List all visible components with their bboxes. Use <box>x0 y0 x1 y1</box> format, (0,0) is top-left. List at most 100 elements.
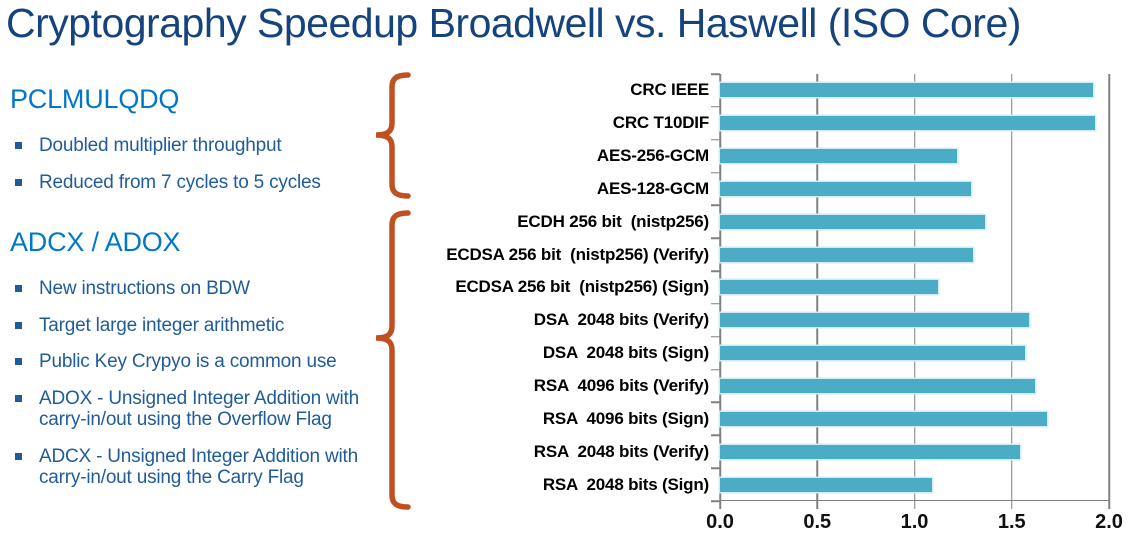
slide-title: Cryptography Speedup Broadwell vs. Haswe… <box>6 0 1021 46</box>
category-label: AES-128-GCM <box>596 178 709 198</box>
bar-track <box>720 107 1109 140</box>
y-axis-tick <box>711 73 720 75</box>
y-axis-tick <box>711 270 720 272</box>
bar-track <box>720 337 1109 370</box>
chart-row: ECDH 256 bit (nistp256) <box>390 205 1109 238</box>
bullet-text: Public Key Crypyo is a common use <box>39 351 337 372</box>
bullet-text: New instructions on BDW <box>39 278 250 299</box>
y-axis-tick <box>711 500 720 502</box>
bullet-text: ADOX - Unsigned Integer Addition with ca… <box>39 387 359 431</box>
bar-track <box>720 271 1109 304</box>
gridline <box>1011 74 1013 501</box>
bullet-list-adcx-adox: New instructions on BDW Target large inte… <box>10 278 372 489</box>
category-label: ECDH 256 bit (nistp256) <box>517 211 709 231</box>
speedup-bar <box>720 149 958 164</box>
category-label: DSA 2048 bits (Sign) <box>542 343 709 363</box>
x-tick-label: 1.0 <box>900 511 929 533</box>
chart-row: AES-128-GCM <box>390 173 1109 206</box>
bar-track <box>720 468 1109 501</box>
category-label: RSA 2048 bits (Verify) <box>533 441 709 461</box>
speedup-bar <box>720 83 1094 98</box>
bullet-item: ADCX - Unsigned Integer Addition with ca… <box>10 446 372 489</box>
chart-row: RSA 2048 bits (Sign) <box>390 468 1109 501</box>
y-axis-tick <box>711 138 720 141</box>
bullet-item: ADOX - Unsigned Integer Addition with ca… <box>10 388 372 431</box>
chart-row: DSA 2048 bits (Sign) <box>390 337 1109 370</box>
bar-track <box>720 370 1109 403</box>
square-bullet-icon <box>15 321 22 329</box>
bar-track <box>720 140 1109 173</box>
category-label: RSA 4096 bits (Verify) <box>533 376 709 396</box>
square-bullet-icon <box>15 142 22 149</box>
square-bullet-icon <box>15 285 22 292</box>
x-axis-tick <box>719 501 721 509</box>
y-axis-tick <box>711 171 720 174</box>
brace-layer <box>375 72 411 510</box>
x-tick-label: 1.5 <box>997 511 1026 533</box>
y-axis-tick <box>711 204 720 207</box>
x-axis-tick <box>1108 501 1110 509</box>
left-brace-pclmulqdq-icon <box>375 72 411 199</box>
category-label: CRC T10DIF <box>612 113 709 133</box>
chart-row: RSA 4096 bits (Verify) <box>390 370 1109 403</box>
bullet-item: Reduced from 7 cycles to 5 cycles <box>10 172 372 194</box>
y-axis-tick <box>711 368 720 371</box>
chart-row: ECDSA 256 bit (nistp256) (Verify) <box>390 238 1109 271</box>
y-axis-tick <box>711 237 720 239</box>
speedup-bar <box>720 280 938 295</box>
y-axis-tick <box>711 336 720 338</box>
section-pclmulqdq: PCLMULQDQ Doubled multiplier throughput R… <box>10 84 372 193</box>
speedup-bar <box>720 444 1020 459</box>
speedup-bar <box>720 477 932 492</box>
category-label: ECDSA 256 bit (nistp256) (Sign) <box>455 277 709 297</box>
speedup-bar-chart: 0.0 0.5 1.0 1.5 2.0 CRC IEEE CRC T10DIF AES-25… <box>390 73 1123 533</box>
chart-row: ECDSA 256 bit (nistp256) (Sign) <box>390 271 1109 304</box>
x-tick-label: 2.0 <box>1095 511 1123 533</box>
square-bullet-icon <box>15 394 22 402</box>
bar-track <box>720 74 1109 107</box>
bullet-item: Public Key Crypyo is a common use <box>10 351 372 373</box>
x-tick-label: 0.0 <box>706 511 734 533</box>
section-heading-pclmulqdq: PCLMULQDQ <box>10 84 180 114</box>
bar-track <box>720 173 1109 206</box>
bar-track <box>720 435 1109 468</box>
left-panel: PCLMULQDQ Doubled multiplier throughput R… <box>10 84 372 504</box>
speedup-bar <box>720 247 973 262</box>
chart-row: CRC T10DIF <box>390 107 1109 140</box>
speedup-bar <box>720 411 1047 426</box>
x-axis-tick <box>1011 501 1013 509</box>
speedup-bar <box>720 346 1026 361</box>
category-label: ECDSA 256 bit (nistp256) (Verify) <box>446 244 709 264</box>
section-heading-adcx-adox: ADCX / ADOX <box>10 227 181 257</box>
chart-row: RSA 4096 bits (Sign) <box>390 402 1109 435</box>
y-axis-tick <box>711 467 720 469</box>
left-brace-adcx-adox-icon <box>375 210 411 510</box>
bullet-item: Doubled multiplier throughput <box>10 135 372 157</box>
bullet-text: ADCX - Unsigned Integer Addition with ca… <box>39 445 358 489</box>
chart-row: DSA 2048 bits (Verify) <box>390 304 1109 337</box>
y-axis-tick <box>711 106 720 108</box>
x-axis-tick <box>913 501 916 509</box>
category-label: AES-256-GCM <box>596 146 709 166</box>
chart-row: RSA 2048 bits (Verify) <box>390 435 1109 468</box>
bullet-text: Target large integer arithmetic <box>39 314 285 336</box>
speedup-bar <box>720 379 1036 394</box>
speedup-bar <box>720 313 1030 328</box>
section-adcx-adox: ADCX / ADOX New instructions on BDW Targe… <box>10 227 372 489</box>
bar-track <box>720 238 1109 271</box>
bar-track <box>720 205 1109 238</box>
gridline <box>1108 74 1110 501</box>
square-bullet-icon <box>15 178 22 186</box>
x-axis-tick <box>816 501 818 509</box>
category-label: CRC IEEE <box>630 80 709 100</box>
category-label: RSA 4096 bits (Sign) <box>542 408 709 428</box>
speedup-bar <box>720 116 1096 131</box>
bullet-list-pclmulqdq: Doubled multiplier throughput Reduced fro… <box>10 135 372 193</box>
bullet-item: New instructions on BDW <box>10 278 372 300</box>
square-bullet-icon <box>15 452 22 460</box>
speedup-bar <box>720 181 971 196</box>
bullet-item: Target large integer arithmetic <box>10 315 372 337</box>
square-bullet-icon <box>15 358 22 365</box>
bullet-text: Reduced from 7 cycles to 5 cycles <box>39 171 321 193</box>
speedup-bar <box>720 214 985 229</box>
